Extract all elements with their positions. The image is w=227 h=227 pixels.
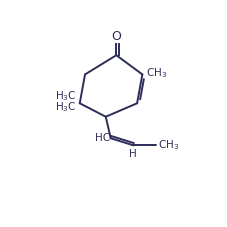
Text: CH$_3$: CH$_3$ [158, 138, 179, 152]
Text: O: O [111, 30, 121, 43]
Text: H$_3$C: H$_3$C [55, 89, 76, 103]
Text: HC: HC [95, 133, 110, 143]
Text: H: H [129, 149, 137, 159]
Text: H$_3$C: H$_3$C [55, 100, 76, 114]
Text: CH$_3$: CH$_3$ [146, 66, 168, 80]
